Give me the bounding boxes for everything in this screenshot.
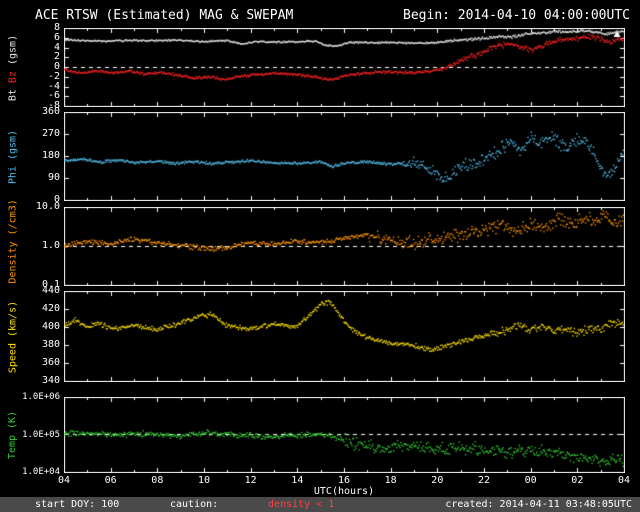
x-tick-label: 04 <box>617 475 631 486</box>
footer-caution-label: caution: <box>170 499 219 510</box>
y-tick-label: 180 <box>41 150 60 161</box>
plot-begin-timestamp: Begin: 2014-04-10 04:00:00UTC <box>403 8 630 23</box>
x-tick-label: 06 <box>104 475 117 486</box>
y-tick-label: 0 <box>53 61 60 72</box>
footer-caution-value: density < 1 <box>268 499 335 510</box>
x-tick-label: 20 <box>431 475 444 486</box>
y-tick-label: 90 <box>47 172 60 183</box>
panel-speed <box>64 291 625 382</box>
y-tick-label: 360 <box>41 357 60 368</box>
plot-title: ACE RTSW (Estimated) MAG & SWEPAM <box>35 8 294 23</box>
footer-created-timestamp: created: 2014-04-11 03:48:05UTC <box>445 499 632 510</box>
phi-plot-canvas <box>64 112 625 201</box>
y-tick-label: 420 <box>41 303 60 314</box>
x-tick-label: 10 <box>197 475 211 486</box>
y-tick-label: 1.0E+05 <box>22 429 60 440</box>
speed-plot-canvas <box>64 291 625 382</box>
bt-bz-plot-canvas <box>64 28 625 107</box>
y-tick-label: 1.0E+06 <box>22 392 60 402</box>
x-tick-label: 00 <box>524 475 537 486</box>
y-tick-label: -4 <box>47 80 60 92</box>
y-tick-label: 6 <box>53 31 60 43</box>
footer-start-doy: start DOY: 100 <box>35 499 120 510</box>
y-tick-label: 8 <box>53 22 60 33</box>
x-tick-label: 02 <box>571 475 584 486</box>
y-axis-label-part: (K) <box>7 410 18 429</box>
y-tick-label: 0 <box>53 194 60 205</box>
panel-phi <box>64 112 625 201</box>
x-tick-label: 08 <box>151 475 164 486</box>
panel-bt-bz <box>64 28 625 107</box>
x-tick-label: 22 <box>477 475 491 486</box>
y-tick-label: 270 <box>41 128 60 139</box>
panel-temp <box>64 397 625 473</box>
y-tick-label: 0.1 <box>41 279 60 290</box>
density-plot-canvas <box>64 207 625 286</box>
x-axis-title: UTC(hours) <box>313 486 375 497</box>
y-tick-label: 340 <box>41 375 60 386</box>
y-tick-label: 10.0 <box>35 201 60 212</box>
y-tick-label: 380 <box>41 339 60 350</box>
y-tick-label: 2 <box>53 51 60 63</box>
x-tick-label: 14 <box>291 475 304 486</box>
x-tick-label: 18 <box>384 475 397 486</box>
y-tick-label: 400 <box>41 321 60 332</box>
x-tick-label: 16 <box>337 475 351 486</box>
panel-density <box>64 207 625 286</box>
y-tick-label: 440 <box>41 285 60 296</box>
y-tick-label: 360 <box>41 106 60 117</box>
y-tick-label: 4 <box>53 41 60 53</box>
footer-bar: start DOY: 100 caution: density < 1 crea… <box>0 497 640 512</box>
y-tick-label: -2 <box>47 70 60 82</box>
y-tick-label: 1.0 <box>41 240 60 251</box>
x-tick-label: 04 <box>57 475 71 486</box>
y-tick-label: 1.0E+04 <box>22 467 60 477</box>
y-tick-label: -6 <box>47 90 60 102</box>
temp-plot-canvas <box>64 397 625 473</box>
y-tick-label: -8 <box>47 100 60 111</box>
x-tick-label: 12 <box>244 475 257 486</box>
